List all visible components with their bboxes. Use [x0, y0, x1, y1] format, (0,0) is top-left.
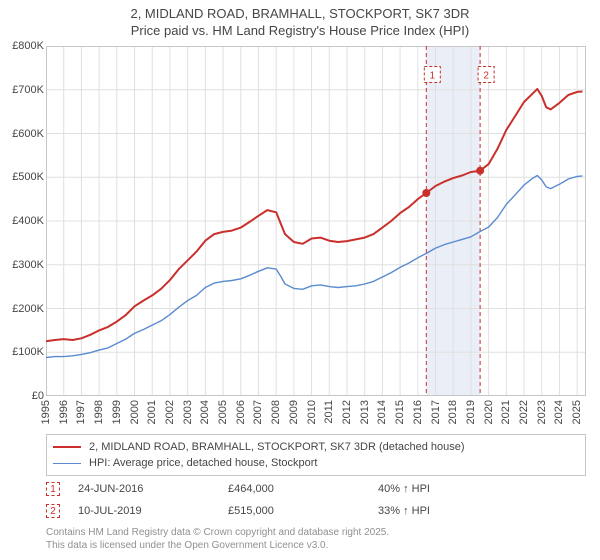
x-tick-label: 2021	[500, 400, 512, 424]
plot-area: 12	[46, 46, 586, 396]
x-tick-label: 2002	[164, 400, 176, 424]
y-tick-label: £300K	[4, 259, 44, 271]
marker-box-icon: 2	[46, 504, 60, 518]
x-tick-label: 2024	[553, 400, 565, 424]
attribution-line-2: This data is licensed under the Open Gov…	[46, 540, 328, 551]
attribution: Contains HM Land Registry data © Crown c…	[46, 526, 389, 552]
sale-date: 24-JUN-2016	[78, 483, 228, 495]
x-tick-label: 2016	[412, 400, 424, 424]
legend-swatch-price-paid	[53, 446, 81, 448]
y-tick-label: £200K	[4, 303, 44, 315]
y-tick-label: £400K	[4, 215, 44, 227]
x-tick-label: 2001	[146, 400, 158, 424]
title-line-1: 2, MIDLAND ROAD, BRAMHALL, STOCKPORT, SK…	[130, 6, 469, 21]
y-tick-label: £100K	[4, 346, 44, 358]
legend-swatch-hpi	[53, 463, 81, 464]
x-tick-label: 1995	[40, 400, 52, 424]
legend-label-hpi: HPI: Average price, detached house, Stoc…	[89, 457, 318, 469]
title-line-2: Price paid vs. HM Land Registry's House …	[131, 23, 469, 38]
x-tick-label: 1997	[75, 400, 87, 424]
x-tick-label: 1996	[58, 400, 70, 424]
x-tick-label: 2008	[270, 400, 282, 424]
y-tick-label: £700K	[4, 84, 44, 96]
sale-delta: 33% ↑ HPI	[378, 505, 528, 517]
x-tick-label: 2010	[306, 400, 318, 424]
x-tick-label: 1999	[111, 400, 123, 424]
x-tick-label: 2004	[199, 400, 211, 424]
y-tick-label: £0	[4, 390, 44, 402]
x-tick-label: 2020	[483, 400, 495, 424]
x-tick-label: 2025	[571, 400, 583, 424]
x-tick-label: 2011	[323, 400, 335, 424]
sale-date: 10-JUL-2019	[78, 505, 228, 517]
y-tick-label: £500K	[4, 171, 44, 183]
x-tick-label: 2000	[129, 400, 141, 424]
table-row: 2 10-JUL-2019 £515,000 33% ↑ HPI	[46, 500, 586, 522]
y-tick-label: £600K	[4, 128, 44, 140]
x-tick-label: 2007	[252, 400, 264, 424]
legend-label-price-paid: 2, MIDLAND ROAD, BRAMHALL, STOCKPORT, SK…	[89, 441, 465, 453]
x-tick-label: 2023	[536, 400, 548, 424]
legend-item-price-paid: 2, MIDLAND ROAD, BRAMHALL, STOCKPORT, SK…	[53, 439, 579, 455]
marker-box-icon: 1	[46, 482, 60, 496]
x-tick-label: 2003	[182, 400, 194, 424]
svg-text:2: 2	[483, 70, 489, 81]
x-tick-label: 2014	[376, 400, 388, 424]
x-tick-label: 2012	[341, 400, 353, 424]
x-tick-label: 2017	[430, 400, 442, 424]
legend: 2, MIDLAND ROAD, BRAMHALL, STOCKPORT, SK…	[46, 434, 586, 476]
x-tick-label: 2019	[465, 400, 477, 424]
y-tick-label: £800K	[4, 40, 44, 52]
attribution-line-1: Contains HM Land Registry data © Crown c…	[46, 527, 389, 538]
x-tick-label: 2009	[288, 400, 300, 424]
x-tick-label: 2022	[518, 400, 530, 424]
x-tick-label: 2013	[359, 400, 371, 424]
chart-title: 2, MIDLAND ROAD, BRAMHALL, STOCKPORT, SK…	[0, 0, 600, 40]
sale-price: £464,000	[228, 483, 378, 495]
x-tick-label: 2018	[447, 400, 459, 424]
sales-table: 1 24-JUN-2016 £464,000 40% ↑ HPI 2 10-JU…	[46, 478, 586, 522]
x-tick-label: 2006	[235, 400, 247, 424]
legend-item-hpi: HPI: Average price, detached house, Stoc…	[53, 455, 579, 471]
x-tick-label: 2005	[217, 400, 229, 424]
sale-delta: 40% ↑ HPI	[378, 483, 528, 495]
x-tick-label: 1998	[93, 400, 105, 424]
table-row: 1 24-JUN-2016 £464,000 40% ↑ HPI	[46, 478, 586, 500]
x-tick-label: 2015	[394, 400, 406, 424]
price-chart-block: 2, MIDLAND ROAD, BRAMHALL, STOCKPORT, SK…	[0, 0, 600, 560]
sale-price: £515,000	[228, 505, 378, 517]
chart-svg: 12	[46, 46, 586, 396]
svg-text:1: 1	[430, 70, 436, 81]
